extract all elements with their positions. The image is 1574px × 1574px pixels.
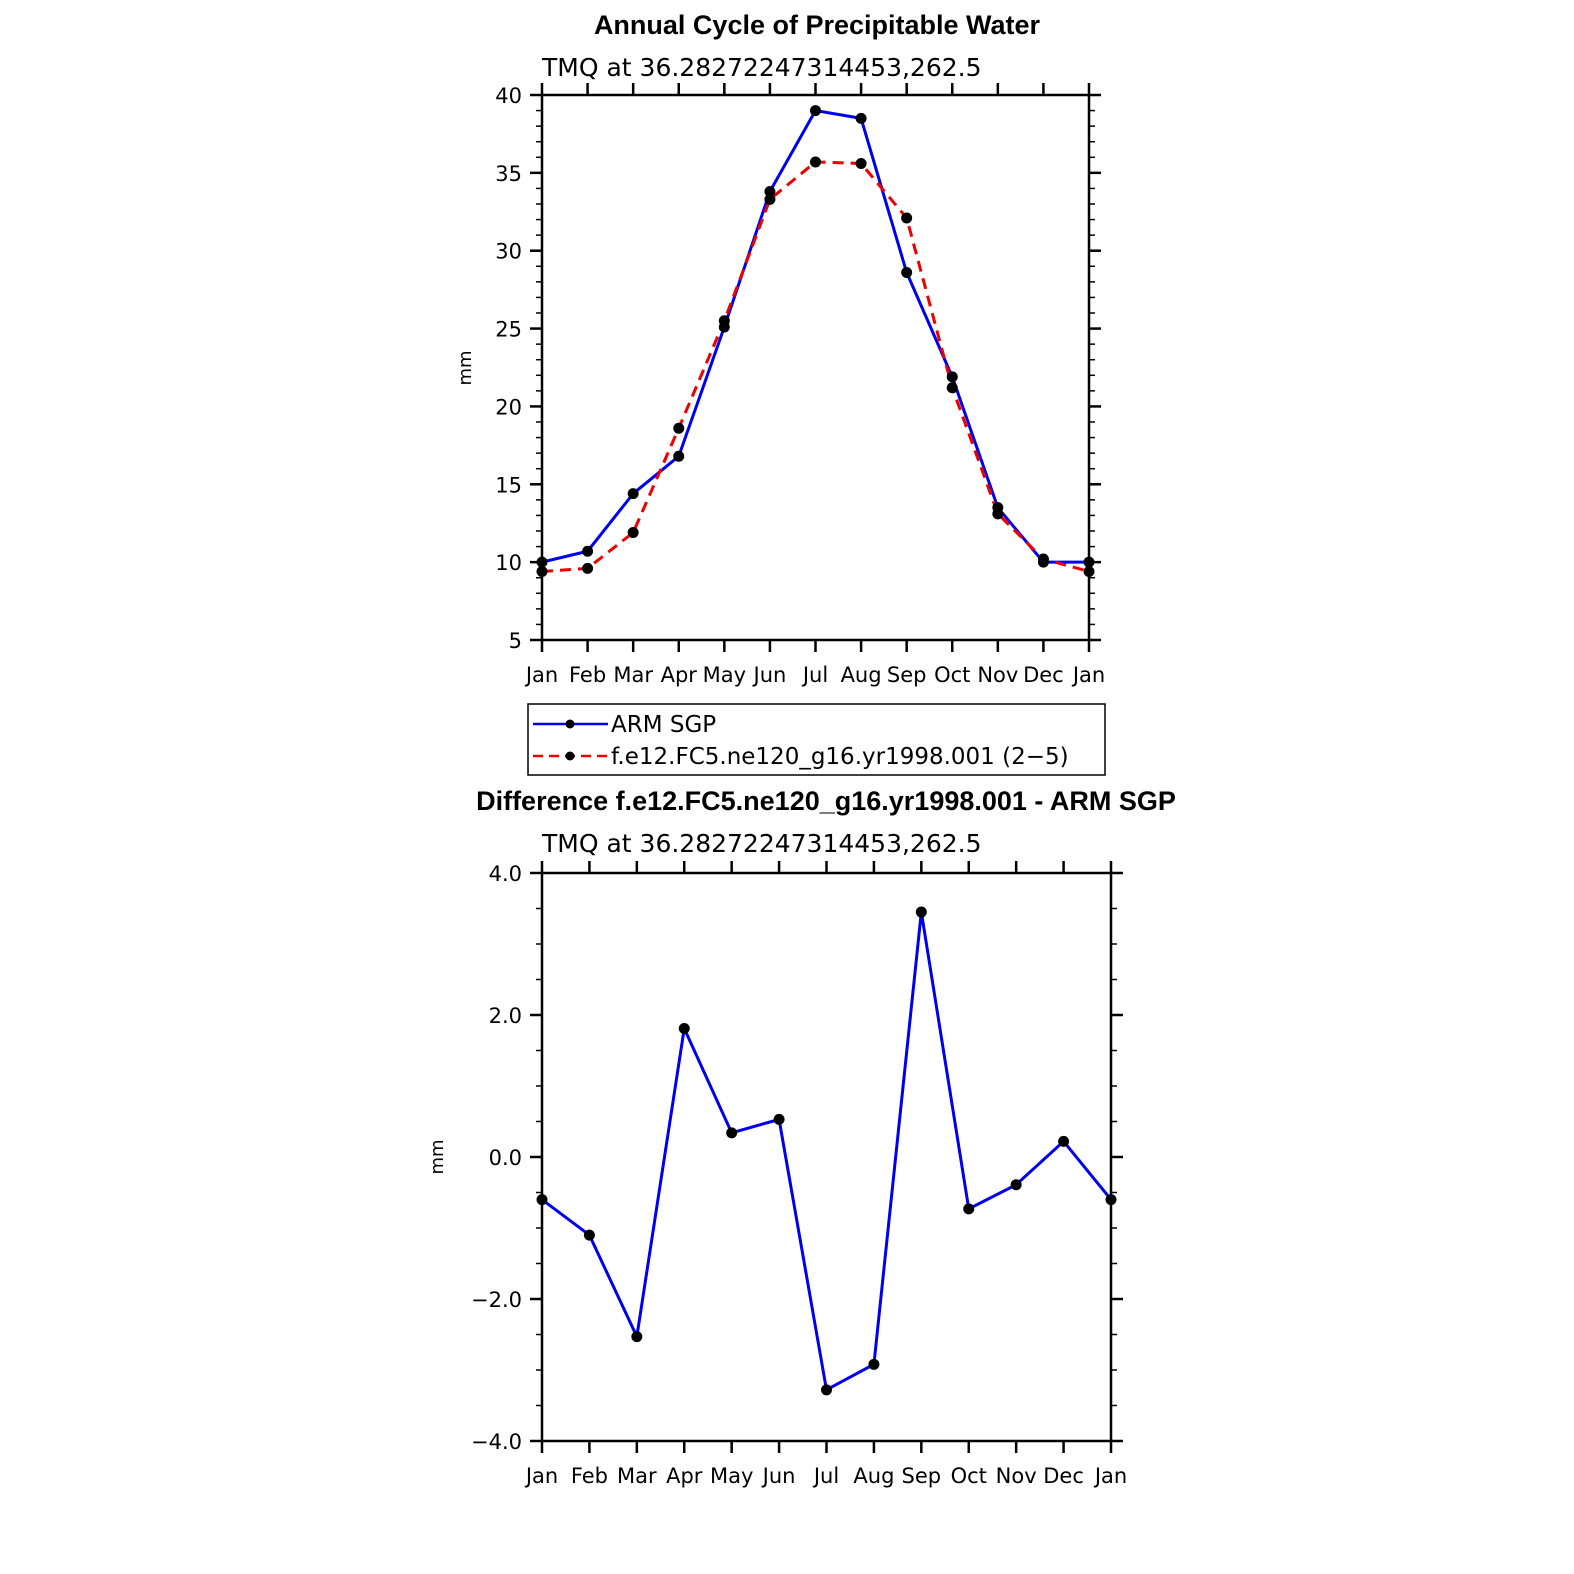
top-x-tick-label: May (703, 663, 746, 687)
bottom-x-tick-label: Feb (571, 1464, 608, 1488)
bottom-x-tick-label: Oct (951, 1464, 987, 1488)
bottom-series-0-point (726, 1127, 738, 1139)
top-y-tick-label: 35 (495, 162, 522, 186)
top-x-tick-label: Sep (887, 663, 927, 687)
top-series-1-point (946, 382, 958, 394)
top-y-tick-label: 5 (509, 629, 522, 653)
legend-label-arm-sgp: ARM SGP (611, 712, 716, 738)
top-x-tick-label: Aug (841, 663, 882, 687)
top-series-1-point (718, 315, 730, 327)
top-y-tick-label: 30 (495, 240, 522, 264)
top-chart-subtitle: TMQ at 36.28272247314453,262.5 (541, 53, 982, 82)
bottom-plot-frame (540, 871, 1113, 1443)
legend-marker-model (565, 751, 575, 761)
top-series-1-point (673, 422, 685, 434)
top-series-0-point (855, 112, 867, 124)
bottom-chart-subtitle: TMQ at 36.28272247314453,262.5 (541, 829, 982, 858)
bottom-series-0-point (773, 1113, 785, 1125)
top-x-tick-label: Jan (1071, 663, 1105, 687)
top-x-tick-label: Jan (524, 663, 558, 687)
bottom-series-0-point (583, 1229, 595, 1241)
bottom-series-0-point (678, 1022, 690, 1034)
top-y-tick-label: 25 (495, 318, 522, 342)
top-series-0-point (536, 556, 548, 568)
top-series-1-point (901, 212, 913, 224)
top-x-tick-label: Jun (752, 663, 787, 687)
top-x-tick-label: Apr (661, 663, 698, 687)
top-series-0-point (673, 450, 685, 462)
bottom-x-tick-label: Sep (902, 1464, 942, 1488)
top-series-0-point (946, 371, 958, 383)
top-series-1-point (1083, 565, 1095, 577)
bottom-y-axis-label: mm (427, 1139, 448, 1174)
top-x-tick-label: Nov (977, 663, 1018, 687)
bottom-x-tick-label: Jan (1093, 1464, 1127, 1488)
top-series-1-point (764, 193, 776, 205)
top-series-1-point (1037, 553, 1049, 565)
top-x-tick-label: Jul (801, 663, 828, 687)
top-y-axis-label: mm (455, 350, 476, 385)
top-series-1-point (855, 158, 867, 170)
top-series-line-0 (541, 108, 1089, 564)
bottom-x-tick-label: Jul (812, 1464, 839, 1488)
bottom-series-0-point (915, 906, 927, 918)
top-x-tick-label: Oct (934, 663, 970, 687)
top-y-tick-label: 15 (495, 473, 522, 497)
top-x-tick-label: Mar (613, 663, 653, 687)
top-y-tick-label: 40 (495, 84, 522, 108)
top-x-tick-label: Feb (569, 663, 606, 687)
bottom-x-tick-label: Nov (996, 1464, 1037, 1488)
top-series-0-point (901, 267, 913, 279)
top-x-tick-label: Dec (1023, 663, 1064, 687)
bottom-series-0-point (963, 1203, 975, 1215)
top-series-0-point (1083, 556, 1095, 568)
bottom-x-tick-label: Aug (853, 1464, 894, 1488)
bottom-series-0-point (536, 1194, 548, 1206)
top-series-1-point (627, 527, 639, 539)
bottom-x-tick-label: Mar (617, 1464, 657, 1488)
top-plot-frame (540, 93, 1091, 642)
top-series-1-point (992, 508, 1004, 520)
bottom-y-tick-label: −2.0 (471, 1288, 522, 1312)
bottom-x-tick-label: Jan (524, 1464, 558, 1488)
bottom-series-0-point (1058, 1135, 1070, 1147)
top-y-tick-label: 20 (495, 395, 522, 419)
top-series-1-point (536, 565, 548, 577)
bottom-y-tick-label: 0.0 (489, 1146, 522, 1170)
top-series-1-point (810, 156, 821, 168)
legend: ARM SGP f.e12.FC5.ne120_g16.yr1998.001 (… (527, 703, 1106, 776)
bottom-chart-title: Difference f.e12.FC5.ne120_g16.yr1998.00… (476, 786, 1176, 816)
top-series-line-1 (541, 160, 1090, 573)
bottom-x-tick-label: Dec (1043, 1464, 1084, 1488)
bottom-series-0-point (821, 1384, 832, 1396)
legend-label-model: f.e12.FC5.ne120_g16.yr1998.001 (2−5) (611, 744, 1069, 770)
bottom-series-0-point (1010, 1179, 1022, 1191)
top-series-1-point (582, 562, 594, 574)
top-series-0-point (627, 488, 639, 500)
bottom-plot-area: Jan Feb Mar Apr May Jun Jul Aug Sep Oct Nov Dec Jan−… (471, 861, 1127, 1488)
bottom-x-tick-label: May (710, 1464, 753, 1488)
bottom-series-0-point (631, 1331, 643, 1343)
bottom-series-line-0 (541, 911, 1113, 1393)
bottom-series-0-point (868, 1358, 880, 1370)
legend-box (527, 703, 1106, 776)
bottom-y-tick-label: 4.0 (489, 862, 522, 886)
bottom-y-tick-label: −4.0 (471, 1430, 522, 1454)
bottom-x-tick-label: Jun (761, 1464, 796, 1488)
bottom-x-tick-label: Apr (666, 1464, 703, 1488)
bottom-series-0-point (1105, 1194, 1117, 1206)
legend-marker-arm-sgp (565, 719, 575, 729)
top-plot-area: Jan Feb Mar Apr May Jun Jul Aug Sep Oct Nov Dec Jan5… (495, 83, 1105, 687)
top-series-0-point (582, 545, 594, 557)
top-series-0-point (764, 186, 776, 198)
top-chart-title: Annual Cycle of Precipitable Water (594, 10, 1041, 40)
top-y-tick-label: 10 (495, 551, 522, 575)
bottom-y-tick-label: 2.0 (489, 1004, 522, 1028)
top-series-0-point (810, 105, 821, 117)
